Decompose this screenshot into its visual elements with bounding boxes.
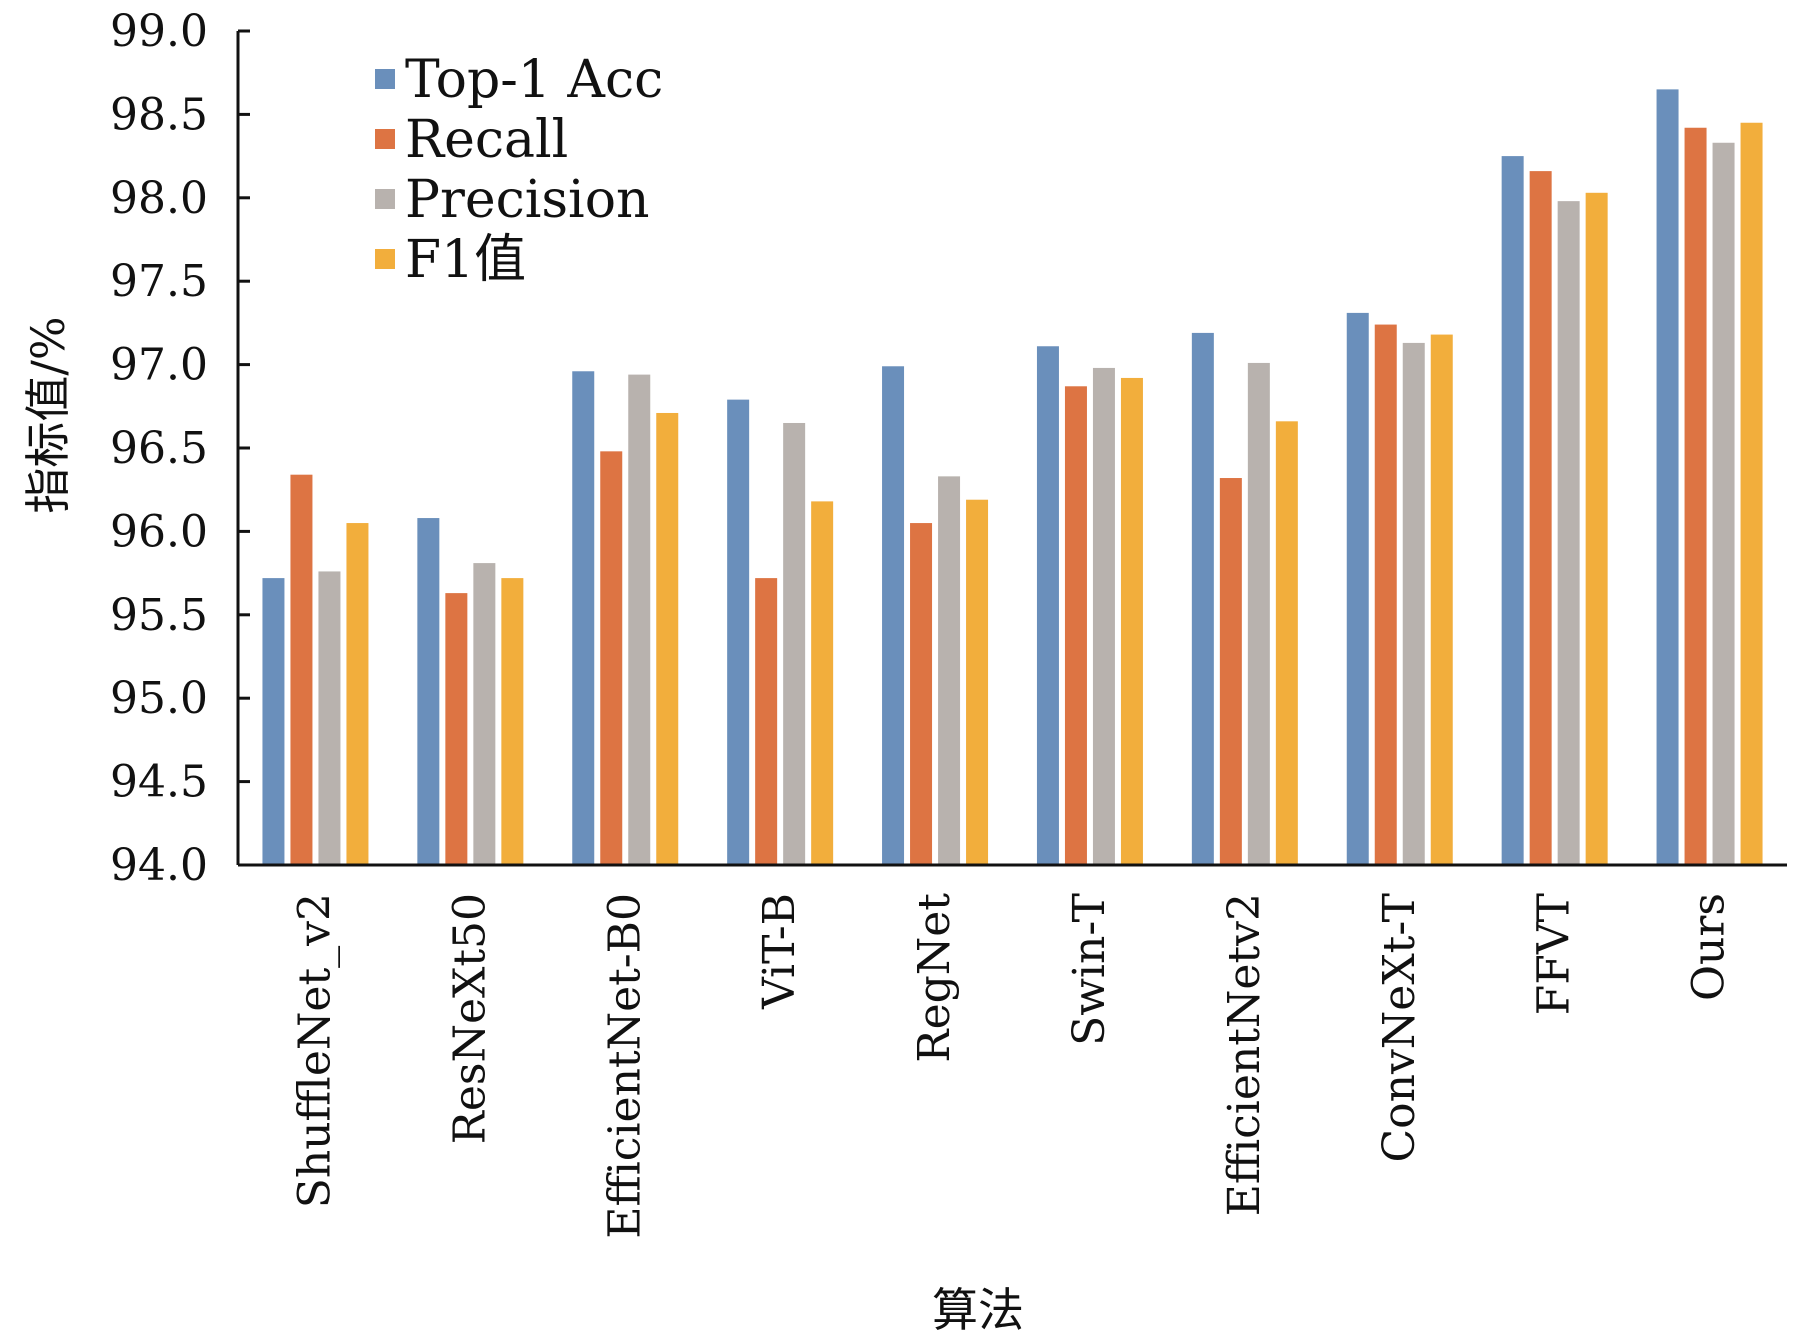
bar bbox=[882, 366, 905, 865]
x-axis-title: 算法 bbox=[932, 1283, 1024, 1337]
bar bbox=[1684, 127, 1707, 865]
legend-swatch bbox=[375, 129, 395, 149]
y-tick-label: 95.0 bbox=[110, 673, 208, 724]
x-category-label: ViT-B bbox=[754, 893, 805, 1010]
y-tick-label: 95.5 bbox=[110, 590, 208, 641]
y-tick-label: 94.0 bbox=[110, 840, 208, 891]
bar bbox=[938, 476, 961, 865]
y-axis-ticks: 94.0 94.5 95.0 95.5 96.0 96.5 97.0 97.5 98.0 98.5… bbox=[110, 6, 250, 891]
legend-swatch bbox=[375, 189, 395, 209]
y-tick-label: 99.0 bbox=[110, 6, 208, 57]
y-tick-label: 96.5 bbox=[110, 423, 208, 474]
y-axis-title: 指标值/% bbox=[21, 316, 75, 513]
bar bbox=[1247, 362, 1270, 865]
y-tick-label: 98.0 bbox=[110, 173, 208, 224]
bar bbox=[1430, 334, 1453, 865]
x-category-label: Swin-T bbox=[1064, 893, 1115, 1046]
legend-swatch bbox=[375, 249, 395, 269]
x-category-label: ShuffleNet_v2 bbox=[289, 893, 340, 1208]
x-axis-categories: ShuffleNet_v2 ResNeXt50 EfficientNet-B0 ViT… bbox=[289, 893, 1734, 1239]
bar bbox=[1275, 421, 1298, 865]
bar bbox=[262, 578, 285, 865]
bar bbox=[910, 523, 933, 865]
bar bbox=[1191, 332, 1214, 866]
legend-label: Recall bbox=[405, 110, 568, 170]
bar bbox=[966, 499, 989, 865]
bar bbox=[1656, 89, 1679, 865]
x-category-label: EfficientNet-B0 bbox=[599, 893, 650, 1239]
y-tick-label: 97.0 bbox=[110, 340, 208, 391]
bar bbox=[656, 412, 679, 865]
bars-group bbox=[262, 89, 1763, 866]
bar bbox=[755, 578, 778, 865]
bar bbox=[346, 523, 369, 865]
bar bbox=[1501, 156, 1524, 866]
bar bbox=[600, 451, 623, 865]
x-category-label: Ours bbox=[1684, 893, 1735, 1001]
bar bbox=[572, 371, 595, 865]
y-tick-label: 97.5 bbox=[110, 256, 208, 307]
bar bbox=[1036, 346, 1059, 865]
bar bbox=[417, 518, 440, 865]
bar bbox=[1712, 142, 1735, 866]
bar bbox=[1120, 377, 1143, 865]
bar bbox=[1064, 386, 1087, 865]
y-tick-label: 98.5 bbox=[110, 89, 208, 140]
legend-label: F1值 bbox=[405, 230, 526, 290]
bar bbox=[1374, 324, 1397, 865]
legend-label: Precision bbox=[405, 170, 650, 230]
bar bbox=[1529, 171, 1552, 865]
bar bbox=[783, 422, 806, 865]
bar bbox=[628, 374, 651, 865]
bar bbox=[290, 474, 313, 865]
legend-label: Top-1 Acc bbox=[405, 50, 663, 110]
x-category-label: ResNeXt50 bbox=[444, 893, 495, 1144]
bar bbox=[1219, 478, 1242, 865]
x-category-label: ConvNeXt-T bbox=[1374, 893, 1425, 1163]
bar bbox=[1402, 342, 1425, 865]
bar bbox=[501, 578, 524, 865]
bar bbox=[1585, 192, 1608, 865]
legend-swatch bbox=[375, 69, 395, 89]
y-tick-label: 94.5 bbox=[110, 757, 208, 808]
bar bbox=[1740, 122, 1763, 866]
x-category-label: FFVT bbox=[1529, 893, 1580, 1015]
bar bbox=[473, 563, 496, 865]
bar bbox=[811, 501, 834, 865]
bar bbox=[1557, 201, 1580, 866]
x-category-label: EfficientNetv2 bbox=[1219, 893, 1270, 1216]
bar bbox=[318, 571, 341, 865]
x-category-label: RegNet bbox=[909, 893, 960, 1063]
bar bbox=[727, 399, 750, 865]
bar bbox=[1092, 367, 1115, 865]
bar bbox=[445, 593, 468, 865]
y-tick-label: 96.0 bbox=[110, 506, 208, 557]
bar bbox=[1346, 312, 1369, 866]
